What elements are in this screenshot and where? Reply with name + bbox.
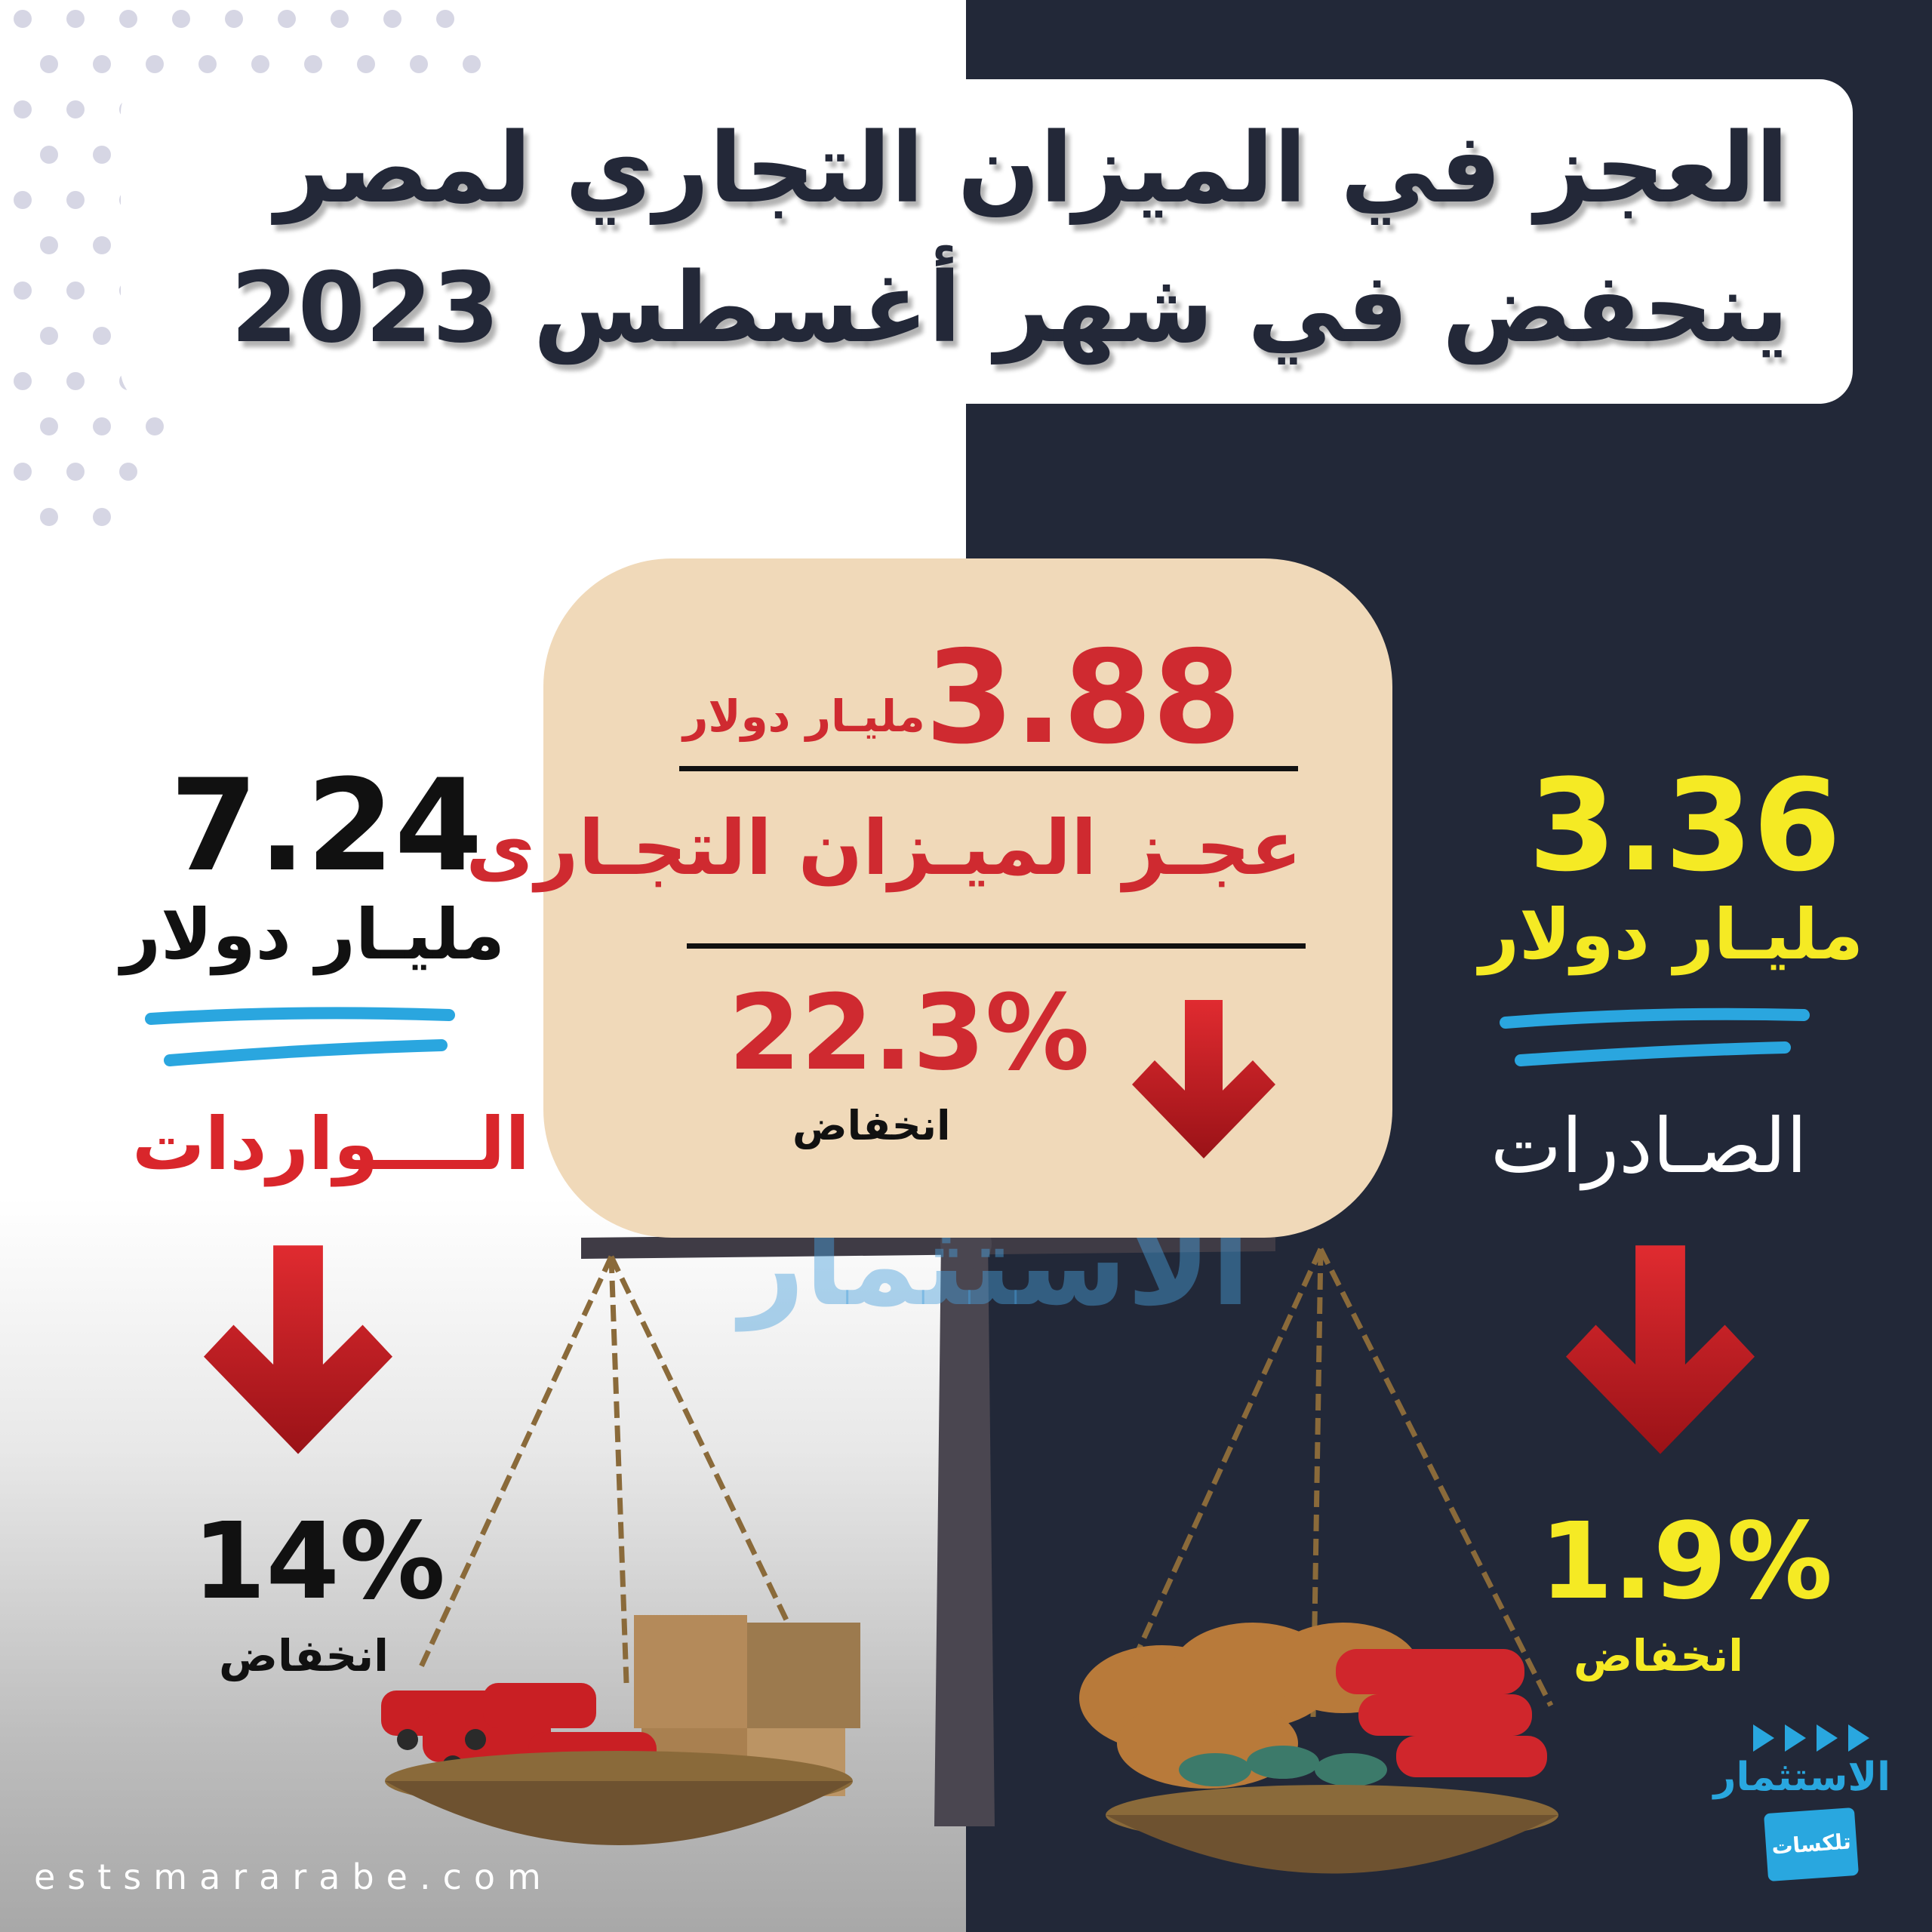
title-line-2: ينحفض في شهر أغسطس 2023 [230, 252, 1789, 365]
decorative-dot [93, 327, 111, 345]
decorative-dot [14, 281, 32, 300]
decorative-dot [66, 10, 85, 28]
decorative-dot [304, 55, 322, 73]
exports-unit: مليـار دولار [1479, 894, 1863, 975]
decorative-dot [146, 55, 164, 73]
divider-top [679, 766, 1298, 771]
imports-value: 7.24 [170, 752, 483, 900]
decorative-dot [93, 236, 111, 254]
decorative-dot [40, 236, 58, 254]
decorative-dot [225, 10, 243, 28]
imports-down-arrow-icon [204, 1245, 392, 1454]
decorative-dot [331, 10, 349, 28]
decorative-dot [14, 463, 32, 481]
deficit-unit: مليـار دولار [683, 691, 925, 742]
imports-change: 14% [192, 1500, 446, 1623]
exports-label: الصـادرات [1491, 1102, 1807, 1190]
decorative-dot [40, 327, 58, 345]
title-line-1: العجز في الميزان التجاري لمصر [275, 112, 1789, 225]
decorative-dot [146, 417, 164, 435]
decorative-dot [14, 10, 32, 28]
deficit-box: 3.88 مليـار دولار عجـز الميـزان التجـارى… [466, 558, 1392, 1238]
imports-change-label: انخفاض [219, 1630, 389, 1681]
decorative-dot [40, 508, 58, 526]
deficit-label: عجـز الميـزان التجـارى [466, 804, 1302, 892]
imports-unit: مليـار دولار [121, 894, 505, 975]
brand-logo-sub: تلكسات [1764, 1807, 1859, 1882]
decorative-dot [40, 55, 58, 73]
decorative-dot [93, 508, 111, 526]
decorative-dot [93, 417, 111, 435]
decorative-dot [66, 191, 85, 209]
website-url: estsmararabe.com [34, 1857, 553, 1897]
exports-change-label: انخفاض [1574, 1630, 1744, 1681]
decorative-dot [172, 10, 190, 28]
decorative-dot [383, 10, 401, 28]
decorative-dot [93, 55, 111, 73]
imports-underline-strokes [145, 1007, 455, 1066]
decorative-dot [14, 191, 32, 209]
decorative-dot [66, 372, 85, 390]
decorative-dot [278, 10, 296, 28]
decorative-dot [198, 55, 217, 73]
deficit-change-label: انخفاض [792, 1102, 951, 1149]
decorative-dot [40, 417, 58, 435]
decorative-dot [410, 55, 428, 73]
down-arrow-icon [1132, 1000, 1275, 1158]
decorative-dot [66, 100, 85, 118]
decorative-dot [357, 55, 375, 73]
exports-value: 3.36 [1528, 752, 1841, 900]
exports-change: 1.9% [1540, 1500, 1833, 1623]
brand-logo-name: الاستثمار [1713, 1755, 1890, 1800]
decorative-dot [93, 146, 111, 164]
decorative-dot [436, 10, 454, 28]
decorative-dot [119, 10, 137, 28]
deficit-value: 3.88 [924, 623, 1241, 773]
deficit-change: 22.3% [728, 972, 1090, 1094]
exports-down-arrow-icon [1566, 1245, 1755, 1454]
decorative-dot [66, 463, 85, 481]
decorative-dot [66, 281, 85, 300]
exports-underline-strokes [1500, 1008, 1810, 1066]
title-box: العجز في الميزان التجاري لمصر ينحفض في ش… [121, 79, 1853, 404]
decorative-dot [14, 372, 32, 390]
decorative-dot [119, 463, 137, 481]
imports-label: الــــواردات [132, 1102, 531, 1186]
decorative-dot [14, 100, 32, 118]
brand-logo: الاستثمار تلكسات [1713, 1724, 1890, 1882]
decorative-dot [40, 146, 58, 164]
decorative-dot [251, 55, 269, 73]
play-arrows-icon [1732, 1724, 1890, 1752]
divider-bottom [687, 943, 1306, 949]
decorative-dot [463, 55, 481, 73]
